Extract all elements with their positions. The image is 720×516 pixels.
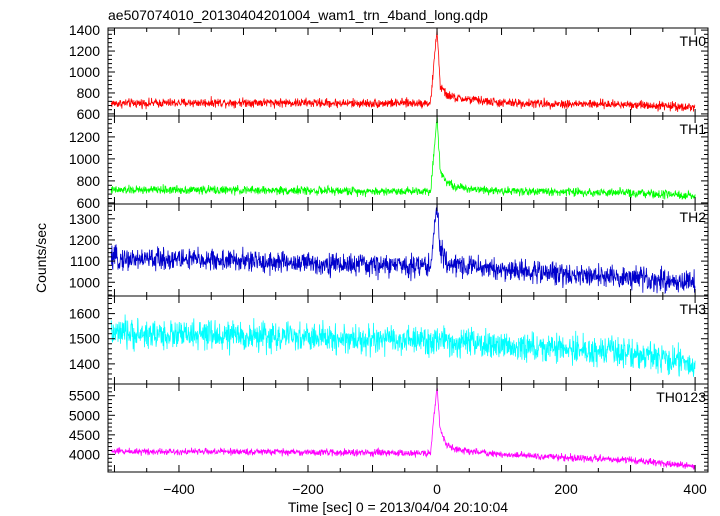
panel-label: TH0123 [656, 389, 706, 405]
panel-th0: 600 800 1000 1200 1400 TH0 [69, 22, 709, 122]
panel-label: TH1 [680, 121, 707, 137]
y-tick-label: 600 [77, 106, 101, 122]
y-tick-label: 4000 [69, 446, 100, 462]
y-tick-label: 1500 [69, 331, 100, 347]
panel-th2: 1000 1100 1200 1300 TH2 [69, 203, 709, 297]
x-tick-label: 400 [683, 481, 707, 497]
y-axis-label: Counts/sec [33, 223, 49, 293]
panels: 600 800 1000 1200 1400 TH0 600 800 1000 1200 TH1 10… [69, 22, 709, 473]
panel-th3: 1400 1500 1600 TH3 [69, 295, 709, 385]
panel-label: TH2 [680, 209, 707, 225]
panel-th0123: 4000 4500 5000 5500 TH0123 [69, 383, 709, 473]
y-tick-label: 1000 [69, 64, 100, 80]
y-tick-label: 1300 [69, 211, 100, 227]
y-tick-label: 1100 [70, 253, 100, 269]
panel-label: TH3 [680, 301, 707, 317]
x-axis-tick-labels: −400 −200 0 200 400 [163, 481, 707, 497]
series-line-th0 [110, 28, 696, 112]
series-line-th1 [110, 116, 696, 200]
x-tick-label: 200 [554, 481, 578, 497]
series-line-th0123 [110, 387, 696, 470]
y-tick-label: 5000 [69, 407, 100, 423]
y-tick-label: 600 [77, 195, 101, 211]
y-tick-label: 1400 [69, 356, 100, 372]
y-tick-label: 4500 [69, 427, 100, 443]
y-tick-label: 1400 [69, 22, 100, 38]
x-tick-label: −200 [292, 481, 324, 497]
series-line-th2 [110, 204, 696, 295]
y-tick-label: 800 [77, 85, 101, 101]
y-tick-label: 800 [77, 173, 101, 189]
y-tick-label: 1200 [69, 232, 100, 248]
panel-label: TH0 [680, 33, 707, 49]
series-line-th3 [110, 314, 696, 377]
y-tick-label: 5500 [69, 388, 100, 404]
x-tick-label: 0 [433, 481, 441, 497]
x-axis-label: Time [sec] 0 = 2013/04/04 20:10:04 [288, 499, 508, 515]
y-tick-label: 1000 [69, 151, 100, 167]
y-tick-label: 1600 [69, 306, 100, 322]
chart-title: ae507074010_20130404201004_wam1_trn_4ban… [108, 7, 488, 23]
y-tick-label: 1200 [69, 43, 100, 59]
panel-frame [107, 383, 709, 473]
y-tick-label: 1000 [69, 274, 100, 290]
panel-th1: 600 800 1000 1200 TH1 [69, 115, 709, 211]
x-tick-label: −400 [163, 481, 195, 497]
y-tick-label: 1200 [69, 129, 100, 145]
